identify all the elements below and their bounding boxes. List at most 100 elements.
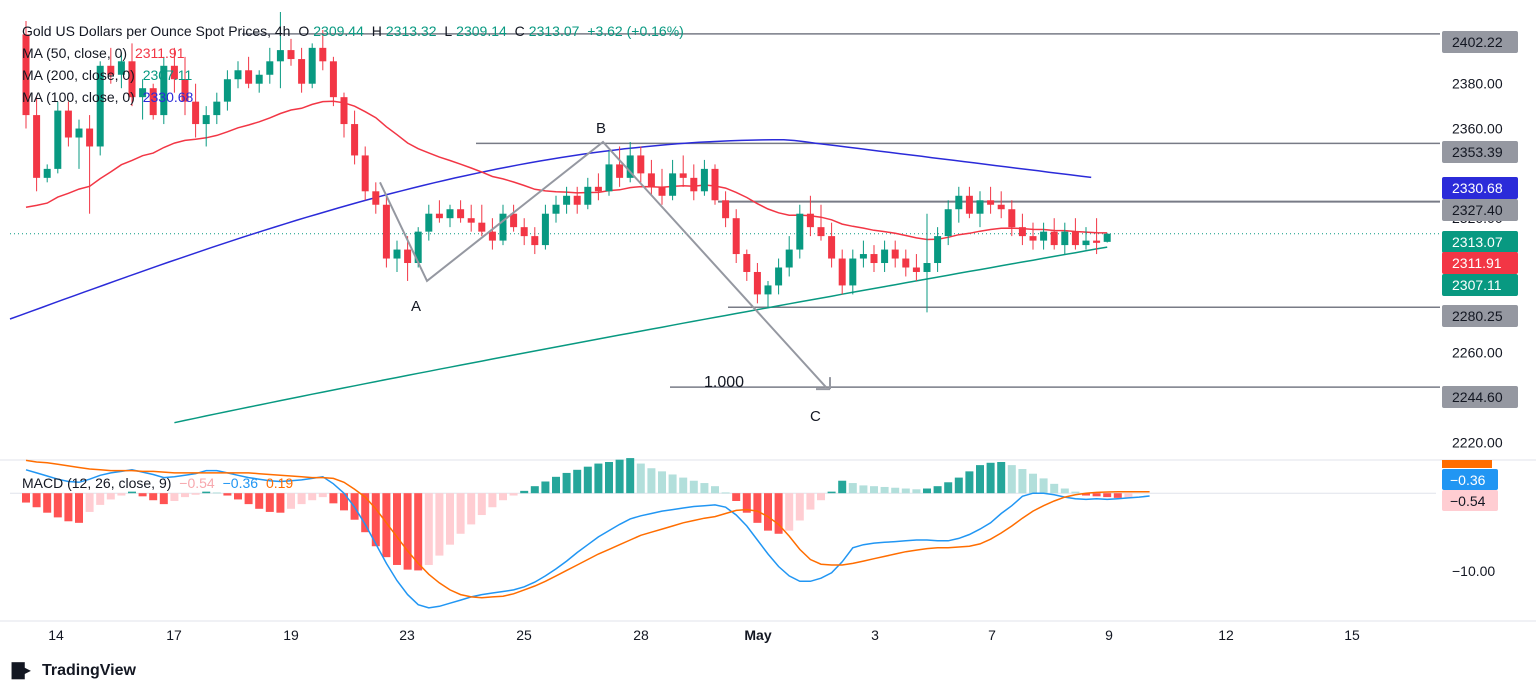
price-label-text: 2311.91 [1452,255,1502,271]
macd-histogram-bar [541,481,550,494]
candle-body [382,204,390,259]
candle-body [181,79,189,102]
candle-body [340,97,348,125]
macd-histogram-bar [64,493,73,522]
macd-histogram-bar [287,493,295,509]
candle-body [170,65,178,80]
open-value: 2309.44 [313,23,364,39]
macd-histogram-bar [668,474,677,494]
macd-histogram-bar [128,491,136,494]
candle-body [647,173,655,187]
macd-histogram-bar [997,462,1006,494]
candle-body [775,267,783,286]
macd-histogram-bar [85,493,94,512]
candle-body [669,173,677,196]
candle-body [573,195,581,205]
ma100-label: MA (100, close, 0) [22,89,135,105]
candle-body [64,110,72,138]
price-label-text: 2313.07 [1452,234,1503,250]
open-label: O [298,23,310,39]
macd-histogram-bar [1103,493,1112,498]
macd-histogram-bar [403,493,412,570]
time-tick-label: 28 [633,627,649,643]
macd-histogram-bar [159,493,168,505]
candle-body [711,168,719,201]
macd-histogram-bar [329,493,338,504]
candle-body [139,88,147,98]
candle-body [1018,227,1026,237]
candle-body [838,258,846,286]
macd-histogram-bar [742,493,751,513]
time-tick-label: 17 [166,627,182,643]
candle-body [764,285,772,295]
macd-histogram-bar [202,491,211,494]
candle-body [54,110,62,169]
macd-histogram-bar [170,493,179,501]
macd-tick-label: −10.00 [1452,563,1495,579]
ma100-legend[interactable]: MA (100, close, 0) 2330.68 [22,88,197,106]
candle-body [965,195,973,214]
macd-histogram-bar [371,493,380,547]
tradingview-logo[interactable]: ▇▸ TradingView [12,660,136,680]
ma200-label: MA (200, close, 0) [22,67,135,83]
macd-histogram-bar [467,493,476,525]
macd-histogram-bar [96,493,105,505]
candle-body [160,65,168,116]
macd-histogram-bar [976,465,984,494]
high-label: H [371,23,382,39]
ma50-label: MA (50, close, 0) [22,45,128,61]
candle-body [541,213,549,246]
candle-body [404,249,412,264]
candle-body [690,177,698,192]
candle-body [1050,231,1058,246]
price-label-text: 2402.22 [1452,34,1503,50]
macd-histogram-bar [848,483,857,494]
high-value: 2313.32 [385,23,437,39]
macd-histogram-bar [986,462,995,494]
macd-histogram-bar [499,493,507,501]
macd-histogram-bar [138,493,147,497]
macd-histogram-bar [265,493,274,512]
wave-label-b: B [596,120,606,137]
price-tick-label: 2360.00 [1452,121,1503,137]
time-tick-label: 14 [48,627,64,643]
macd-histogram-bar [244,493,253,505]
macd-histogram-bar [679,477,688,494]
macd-histogram-bar [1113,493,1122,498]
macd-histogram-bar [1082,493,1090,496]
candle-body [308,47,316,84]
macd-hist-tag-text: −0.54 [1450,493,1486,509]
ma200-legend[interactable]: MA (200, close, 0) 2307.11 [22,66,196,84]
macd-histogram-bar [361,493,370,533]
macd-legend[interactable]: MACD (12, 26, close, 9) −0.54 −0.36 0.19 [22,474,297,492]
ma200-value: 2307.11 [142,67,193,83]
candle-body [22,34,30,116]
candle-body [923,263,931,272]
macd-histogram-bar [817,493,825,501]
abc-arrowhead [816,377,831,391]
wave-label-a: A [411,298,421,315]
symbol-legend: Gold US Dollars per Ounce Spot Prices, 4… [22,22,688,40]
macd-histogram-bar [75,493,83,523]
macd-histogram-bar [552,476,560,494]
time-tick-label: 3 [871,627,879,643]
low-label: L [444,23,453,39]
macd-histogram-bar [212,492,221,494]
candle-body [700,168,708,192]
candle-body [223,79,231,102]
candle-body [531,236,539,246]
macd-histogram-bar [721,492,730,494]
candle-body [298,59,306,84]
candle-body [849,258,857,286]
macd-histogram-bar [1029,473,1037,494]
ma50-legend[interactable]: MA (50, close, 0) 2311.91 [22,44,189,62]
candle-body [510,213,518,228]
price-label-tag [1442,274,1518,296]
low-value: 2309.14 [456,23,507,39]
candle-body [361,155,369,192]
candle-body [1071,231,1079,246]
candle-body [743,254,751,272]
candle-body [192,101,200,125]
